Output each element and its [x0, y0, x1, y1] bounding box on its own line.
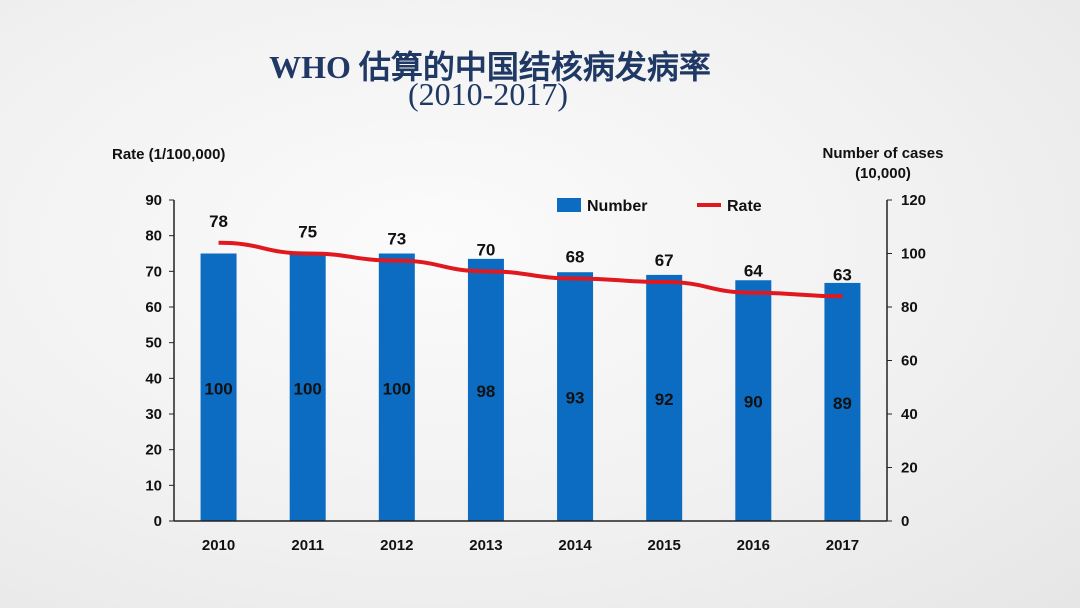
legend-number-swatch [557, 198, 581, 212]
bar-value-label-2015: 92 [655, 390, 674, 409]
right-tick-label: 40 [901, 406, 918, 423]
x-tick-label-2012: 2012 [380, 537, 413, 554]
bar-2013 [467, 258, 504, 521]
bar-2012 [378, 253, 415, 521]
left-tick-label: 20 [145, 442, 162, 459]
left-tick-label: 10 [145, 477, 162, 494]
bar-value-label-2016: 90 [744, 393, 763, 412]
rate-value-label-2014: 68 [566, 247, 585, 266]
chart-subtitle: (2010-2017) [408, 76, 568, 112]
legend: Number Rate [557, 198, 762, 215]
x-tick-label-2011: 2011 [291, 537, 324, 554]
left-tick-label: 30 [145, 406, 162, 423]
rate-value-label-2015: 67 [655, 251, 674, 270]
left-tick-label: 70 [145, 263, 162, 280]
rate-line-group: 78 75 73 70 68 67 64 63 [209, 212, 852, 299]
right-tick-label: 120 [901, 192, 926, 209]
left-tick-label: 90 [145, 192, 162, 209]
rate-value-label-2012: 73 [387, 230, 406, 249]
left-tick-label: 0 [154, 513, 162, 530]
x-tick-label-2015: 2015 [648, 537, 681, 554]
bar-value-label-2013: 98 [476, 382, 495, 401]
bar-value-label-2010: 100 [204, 379, 232, 398]
bar-2016 [735, 280, 772, 521]
bar-2017 [824, 282, 861, 521]
left-tick-label: 40 [145, 370, 162, 387]
bar-value-label-2011: 100 [294, 379, 322, 398]
x-tick-label-2013: 2013 [469, 537, 502, 554]
rate-value-label-2016: 64 [744, 262, 763, 281]
right-tick-label: 0 [901, 513, 909, 530]
rate-value-label-2011: 75 [298, 223, 317, 242]
bar-value-label-2014: 93 [566, 389, 585, 408]
right-tick-label: 100 [901, 246, 926, 263]
bar-value-label-2012: 100 [383, 379, 411, 398]
left-axis-title: Rate (1/100,000) [112, 146, 226, 163]
x-tick-label-2014: 2014 [558, 537, 592, 554]
rate-value-label-2010: 78 [209, 212, 228, 231]
right-axis-title: Number of cases (10,000) [822, 145, 944, 182]
x-tick-label-2010: 2010 [202, 537, 235, 554]
chart-title: WHO 估算的中国结核病发病率 [269, 49, 711, 85]
right-tick-label: 80 [901, 299, 918, 316]
left-tick-label: 80 [145, 228, 162, 245]
rate-line [218, 240, 843, 299]
right-tick-label: 60 [901, 353, 918, 370]
bar-2011 [289, 253, 326, 521]
bar-2010 [200, 253, 237, 521]
rate-value-label-2017: 63 [833, 265, 852, 284]
axes-group: 0 10 20 30 40 50 60 70 80 90 0 20 40 60 80 100 120 2010 20… [145, 192, 926, 554]
bar-2015 [646, 274, 683, 521]
rate-value-label-2013: 70 [476, 240, 495, 259]
legend-number-label: Number [587, 198, 647, 215]
legend-rate-label: Rate [727, 198, 762, 215]
bars-group: 100 100 100 98 93 92 90 89 [200, 253, 861, 521]
right-tick-label: 20 [901, 460, 918, 477]
x-tick-label-2016: 2016 [737, 537, 770, 554]
left-tick-label: 50 [145, 335, 162, 352]
x-tick-label-2017: 2017 [826, 537, 859, 554]
bar-value-label-2017: 89 [833, 394, 852, 413]
left-tick-label: 60 [145, 299, 162, 316]
bar-2014 [557, 272, 594, 521]
